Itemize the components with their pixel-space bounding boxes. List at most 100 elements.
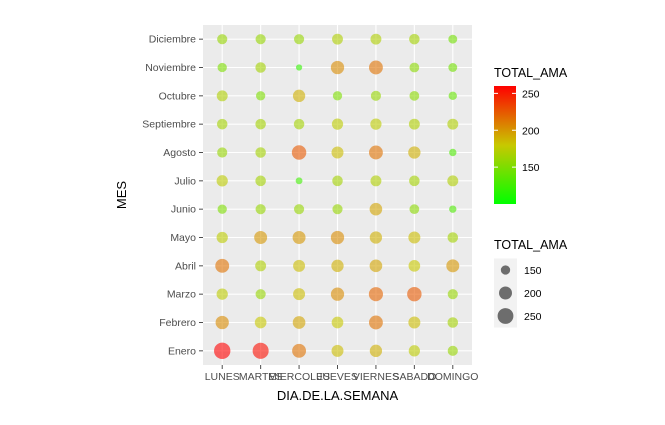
data-point <box>370 118 382 130</box>
x-axis-title: DIA.DE.LA.SEMANA <box>277 388 399 403</box>
data-point <box>449 205 457 213</box>
data-point <box>409 175 420 187</box>
data-point <box>330 230 345 245</box>
data-point <box>369 344 383 358</box>
data-point <box>215 315 229 330</box>
data-point <box>408 146 421 159</box>
data-point <box>447 232 459 243</box>
y-tick-label: Abril <box>175 260 196 272</box>
data-point <box>447 317 459 328</box>
data-point <box>331 118 344 130</box>
size-legend-label: 150 <box>524 265 542 277</box>
data-point <box>331 316 344 329</box>
data-point <box>409 204 420 215</box>
data-point <box>254 316 267 329</box>
data-point <box>332 91 343 101</box>
data-point <box>448 91 457 101</box>
data-point <box>292 231 306 244</box>
data-point <box>293 118 305 130</box>
y-axis-ticks: Enero Febrero Marzo Abril Mayo Junio Julio Agos… <box>142 34 203 357</box>
y-tick-label: Noviembre <box>145 62 196 74</box>
data-point <box>255 260 267 272</box>
size-legend-title: TOTAL_AMA <box>494 238 568 252</box>
data-point <box>214 342 231 360</box>
x-tick-label: DOMINGO <box>427 371 478 383</box>
data-point <box>255 204 266 215</box>
data-point <box>370 90 382 101</box>
data-point <box>292 89 306 103</box>
data-point <box>408 118 420 130</box>
data-point <box>408 231 421 244</box>
y-tick-label: Marzo <box>167 289 196 301</box>
size-legend-label: 200 <box>524 288 542 300</box>
color-legend: 150 200 250 <box>494 86 540 204</box>
data-point <box>332 175 343 187</box>
y-tick-label: Septiembre <box>142 119 196 131</box>
y-tick-label: Diciembre <box>149 34 196 46</box>
color-legend-bar <box>494 86 516 204</box>
color-legend-label: 250 <box>522 88 540 100</box>
data-point <box>255 62 266 73</box>
size-legend-dot <box>500 265 511 275</box>
data-point <box>255 118 266 130</box>
data-point <box>369 231 383 244</box>
data-point <box>216 288 228 300</box>
data-point <box>217 34 228 45</box>
color-legend-label: 200 <box>522 125 540 137</box>
data-point <box>447 345 458 356</box>
data-point <box>292 343 307 358</box>
data-point <box>332 204 343 215</box>
data-point <box>409 33 420 45</box>
data-point <box>448 34 458 44</box>
data-point <box>295 64 303 71</box>
data-point <box>409 62 420 73</box>
data-point <box>217 62 227 73</box>
data-point <box>292 316 306 329</box>
x-tick-label: JUEVES <box>317 371 358 383</box>
data-point <box>293 259 306 272</box>
data-point <box>449 148 457 157</box>
data-point <box>217 147 228 158</box>
data-point <box>370 33 382 45</box>
data-point <box>332 33 343 45</box>
data-point <box>293 288 306 301</box>
data-point <box>370 175 382 187</box>
data-point <box>331 146 344 159</box>
data-point <box>369 259 383 273</box>
data-point <box>408 260 421 272</box>
data-point <box>369 202 383 216</box>
y-tick-label: Febrero <box>159 317 196 329</box>
x-axis-ticks: LUNES MARTESMIERCOLESJUEVESVIERNESSABADOD… <box>205 365 478 383</box>
color-legend-title: TOTAL_AMA <box>494 66 568 80</box>
data-point <box>447 118 459 130</box>
data-point <box>295 177 303 185</box>
data-point <box>408 316 421 329</box>
data-point <box>252 342 269 359</box>
x-tick-label: MIERCOLES <box>268 371 330 383</box>
x-tick-label: SABADO <box>392 371 436 383</box>
data-point <box>293 34 305 45</box>
data-point <box>255 175 266 187</box>
data-point <box>255 147 266 158</box>
data-point <box>447 175 459 187</box>
y-tick-label: Mayo <box>170 232 196 244</box>
y-tick-label: Junio <box>171 204 196 216</box>
data-point <box>368 315 383 330</box>
data-point <box>216 231 228 244</box>
data-point <box>216 90 228 102</box>
data-point <box>216 175 228 187</box>
data-point <box>255 34 266 45</box>
data-point <box>330 60 345 75</box>
data-point <box>254 231 268 244</box>
data-point <box>255 91 266 101</box>
y-tick-label: Enero <box>168 345 196 357</box>
size-legend-label: 250 <box>524 311 542 323</box>
data-point <box>368 60 383 75</box>
data-point <box>448 63 458 72</box>
data-point <box>331 344 344 357</box>
data-point <box>409 90 420 101</box>
data-point <box>407 286 422 302</box>
y-tick-label: Julio <box>174 175 196 187</box>
data-point <box>215 258 230 273</box>
